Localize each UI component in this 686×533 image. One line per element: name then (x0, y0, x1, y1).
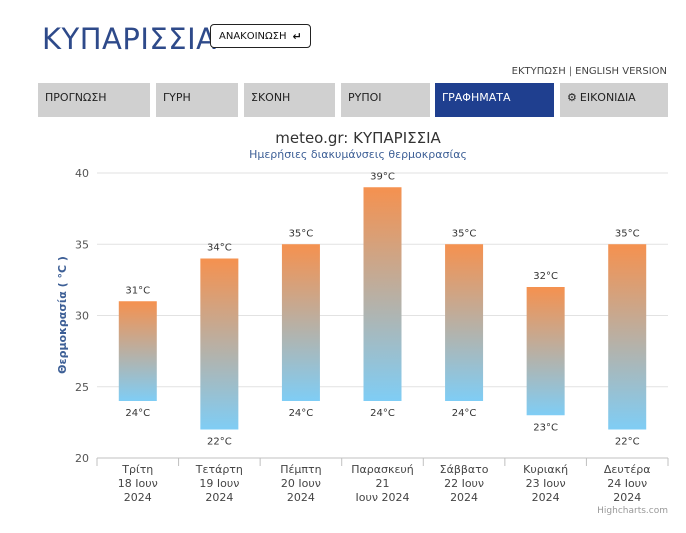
gear-icon: ⚙ (567, 91, 577, 104)
chart-subtitle: Ημερήσιες διακυμάνσεις θερμοκρασίας (249, 148, 467, 161)
max-temp-label: 32°C (533, 271, 558, 282)
max-temp-label: 35°C (289, 228, 314, 239)
y-tick-label: 35 (75, 238, 89, 251)
temperature-bar (281, 244, 320, 401)
min-temp-label: 24°C (452, 408, 477, 419)
min-temp-label: 23°C (533, 422, 558, 433)
temperature-bar (118, 301, 157, 401)
max-temp-label: 31°C (125, 285, 150, 296)
tab-label: ΓΡΑΦΗΜΑΤΑ (442, 91, 511, 104)
x-category-label: Πέμπτη 20 Ιουν 2024 (280, 463, 321, 504)
max-temp-label: 35°C (452, 228, 477, 239)
x-category-label: Δευτέρα 24 Ιουν 2024 (604, 463, 651, 504)
x-category-label: Σάββατο 22 Ιουν 2024 (440, 463, 489, 504)
main-tabs: ΠΡΟΓΝΩΣΗ ΓΥΡΗ ΣΚΟΝΗ ΡΥΠΟΙ ΓΡΑΦΗΜΑΤΑ ⚙ ΕΙΚ… (38, 83, 668, 118)
max-temp-label: 39°C (370, 171, 395, 182)
tab-pollutants[interactable]: ΡΥΠΟΙ (341, 83, 430, 117)
temperature-bar (608, 244, 647, 430)
chart-title: meteo.gr: ΚΥΠΑΡΙΣΣΙΑ (275, 129, 441, 147)
bars (118, 187, 647, 430)
tab-widgets[interactable]: ⚙ ΕΙΚΟΝΙΔΙΑ (560, 83, 668, 117)
tab-charts[interactable]: ΓΡΑΦΗΜΑΤΑ (435, 83, 554, 117)
y-tick-label: 25 (75, 381, 89, 394)
tab-label: ΠΡΟΓΝΩΣΗ (45, 91, 107, 104)
x-category-label: Τετάρτη 19 Ιουν 2024 (195, 463, 243, 504)
tab-forecast[interactable]: ΠΡΟΓΝΩΣΗ (38, 83, 150, 117)
return-arrow-icon: ↵ (292, 29, 302, 43)
temperature-bar (526, 287, 565, 416)
y-tick-label: 30 (75, 310, 89, 323)
announcement-label: ΑΝΑΚΟΙΝΩΣΗ (219, 30, 287, 42)
min-temp-label: 24°C (370, 408, 395, 419)
temperature-bar (200, 258, 239, 430)
y-axis-title: Θερμοκρασία ( °C ) (56, 256, 69, 374)
top-links: ΕΚΤΥΠΩΣΗ | ENGLISH VERSION (512, 66, 667, 77)
x-category-label: Κυριακή 23 Ιουν 2024 (523, 463, 568, 504)
temperature-bar (445, 244, 484, 401)
tab-label: ΣΚΟΝΗ (251, 91, 291, 104)
x-category-label: Τρίτη 18 Ιουν 2024 (118, 463, 158, 504)
temperature-chart: meteo.gr: ΚΥΠΑΡΙΣΣΙΑ Ημερήσιες διακυμάνσ… (56, 129, 669, 516)
english-version-link[interactable]: ENGLISH VERSION (575, 66, 667, 77)
chart-credit[interactable]: Highcharts.com (597, 506, 668, 516)
min-temp-label: 24°C (125, 408, 150, 419)
min-temp-label: 22°C (615, 437, 640, 448)
y-tick-label: 40 (75, 167, 89, 180)
tab-label: ΕΙΚΟΝΙΔΙΑ (579, 91, 636, 104)
max-temp-label: 35°C (615, 228, 640, 239)
announcement-button[interactable]: ΑΝΑΚΟΙΝΩΣΗ ↵ (210, 24, 311, 48)
print-link[interactable]: ΕΚΤΥΠΩΣΗ (511, 66, 566, 77)
page-title: ΚΥΠΑΡΙΣΣΙΑ (42, 22, 217, 56)
temperature-bar (363, 187, 402, 401)
tab-pollen[interactable]: ΓΥΡΗ (156, 83, 238, 117)
x-axis-categories: Τρίτη 18 Ιουν 2024 Τετάρτη 19 Ιουν 2024 Πέμπτη… (118, 463, 651, 504)
data-labels: 31°C 24°C 34°C 22°C 35°C 24°C 39°C 24°C 35°C 24°C… (125, 171, 639, 447)
min-temp-label: 22°C (207, 437, 232, 448)
y-tick-label: 20 (75, 452, 89, 465)
tab-dust[interactable]: ΣΚΟΝΗ (244, 83, 335, 117)
x-category-label: Παρασκευή 21 Ιουν 2024 (351, 463, 414, 504)
tab-label: ΓΥΡΗ (163, 91, 191, 104)
link-separator: | (568, 66, 573, 77)
max-temp-label: 34°C (207, 243, 232, 254)
y-axis-ticks: 20 25 30 35 40 (75, 167, 89, 465)
tab-label: ΡΥΠΟΙ (348, 91, 382, 104)
min-temp-label: 24°C (289, 408, 314, 419)
